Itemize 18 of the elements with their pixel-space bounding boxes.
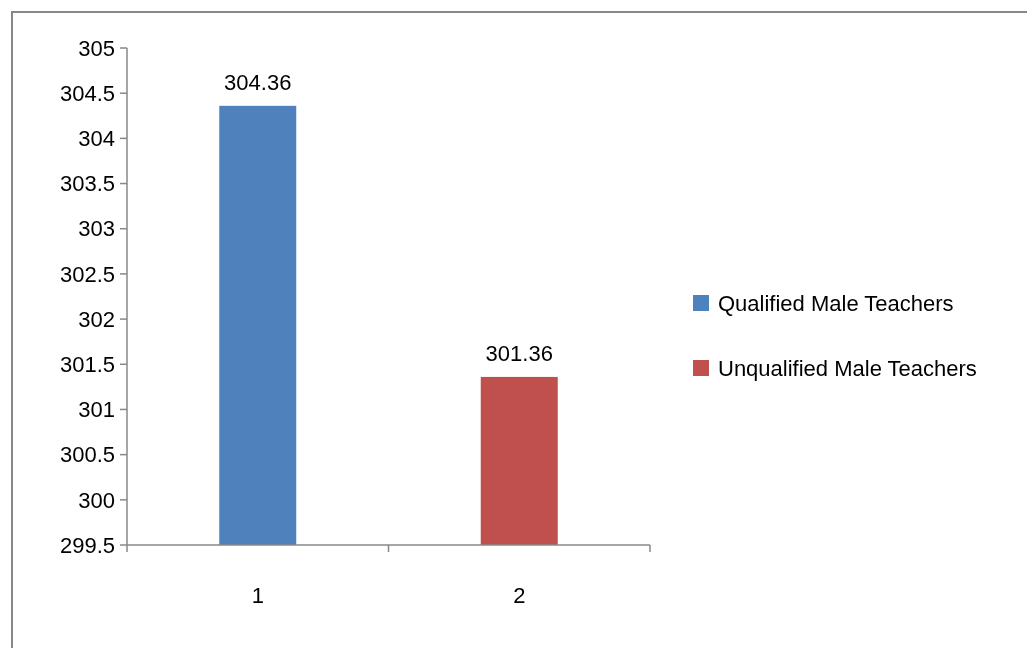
y-tick-label: 303.5: [59, 171, 115, 197]
y-tick-label: 301: [78, 397, 115, 423]
y-tick-label: 303: [78, 216, 115, 242]
y-tick-label: 302.5: [59, 261, 115, 287]
x-tick-label: 1: [251, 583, 264, 608]
data-label: 304.36: [224, 69, 292, 95]
y-tick-label: 302: [78, 306, 115, 332]
y-tick-label: 300: [78, 487, 115, 513]
y-tick-label: 304.5: [59, 80, 115, 106]
y-tick-label: 304: [78, 126, 115, 152]
legend-label: Unqualified Male Teachers: [718, 355, 977, 381]
y-tick-label: 301.5: [59, 351, 115, 377]
legend-label: Qualified Male Teachers: [718, 290, 954, 316]
x-tick-label: 2: [513, 583, 526, 608]
y-tick-label: 299.5: [59, 532, 115, 558]
y-tick-label: 300.5: [59, 442, 115, 468]
data-label: 301.36: [485, 340, 553, 366]
y-tick-label: 305: [78, 35, 115, 61]
